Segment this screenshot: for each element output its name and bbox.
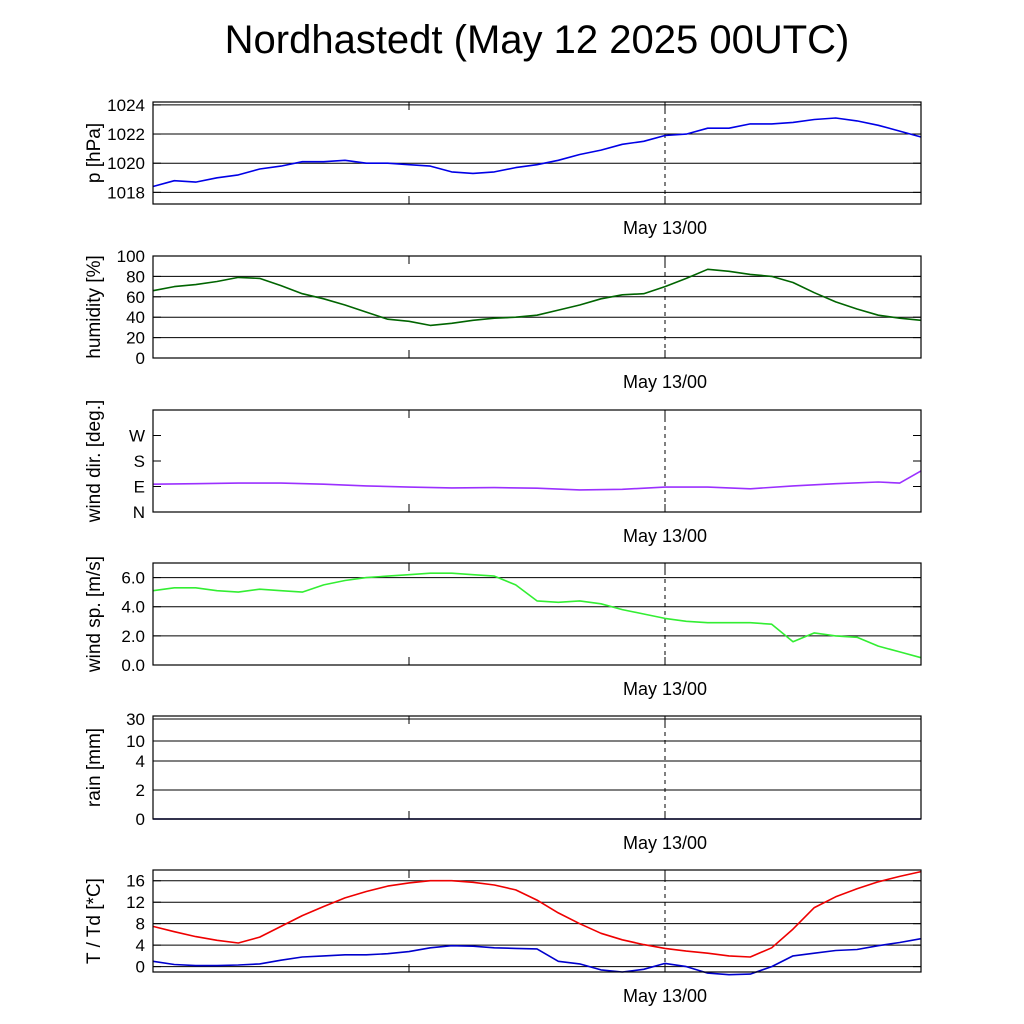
series-line-wind_direction [152,470,922,491]
ytick-label: 100 [117,247,145,266]
plot-frame [152,715,922,820]
ylabel: wind dir. [deg.] [84,400,105,524]
chart-title: Nordhastedt (May 12 2025 00UTC) [224,18,850,62]
ytick-label: S [134,452,145,471]
ytick-label: 40 [126,308,145,327]
ylabel: humidity [%] [84,255,105,358]
series-line-temperature-0 [152,870,922,958]
ytick-label: 4 [136,752,145,771]
ylabel: T / Td [*C] [84,878,105,964]
ytick-label: 30 [126,710,145,729]
series-line-temperature-1 [152,937,922,976]
ytick-label: 4 [136,936,145,955]
ytick-label: 1024 [107,96,145,115]
ytick-label: W [129,427,145,446]
ytick-label: 1022 [107,125,145,144]
series-line-pressure [152,117,922,188]
ytick-label: 0 [136,958,145,977]
ytick-label: 4.0 [121,598,145,617]
ytick-label: 1020 [107,154,145,173]
xtick-label: May 13/00 [623,372,707,392]
series-line-humidity [152,268,922,327]
ytick-label: 1018 [107,183,145,202]
ytick-label: 0 [136,810,145,829]
plot-frame [152,101,922,205]
xtick-label: May 13/00 [623,986,707,1006]
ytick-label: 16 [126,872,145,891]
ytick-label: 60 [126,288,145,307]
ytick-label: 0.0 [121,656,145,675]
plot-frame [152,869,922,973]
ytick-label: 10 [126,732,145,751]
ytick-label: 2.0 [121,627,145,646]
ytick-label: 20 [126,329,145,348]
plot-frame [152,562,922,666]
ylabel: wind sp. [m/s] [84,556,105,673]
xtick-label: May 13/00 [623,218,707,238]
ytick-label: 6.0 [121,569,145,588]
ytick-label: 8 [136,915,145,934]
xtick-label: May 13/00 [623,679,707,699]
ytick-label: 2 [136,781,145,800]
ytick-label: 80 [126,267,145,286]
xtick-label: May 13/00 [623,526,707,546]
plot-frame [152,255,922,359]
xtick-label: May 13/00 [623,833,707,853]
series-line-wind_speed [152,572,922,659]
ytick-label: 12 [126,893,145,912]
ytick-label: 0 [136,349,145,368]
ylabel: rain [mm] [84,728,105,807]
plot-frame [152,409,922,513]
ytick-label: N [133,503,145,522]
ylabel: p [hPa] [84,123,105,183]
ytick-label: E [134,478,145,497]
